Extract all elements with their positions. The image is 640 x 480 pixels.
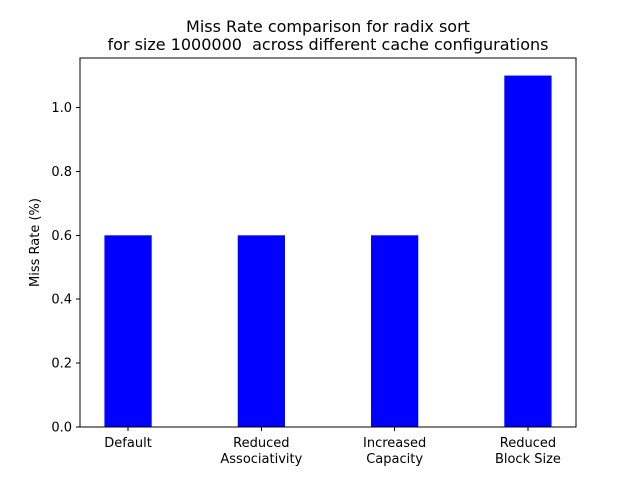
y-tick-label: 0.8 (51, 165, 72, 180)
x-tick-label: Reduced Associativity (220, 436, 302, 467)
y-tick-label: 0.2 (51, 357, 72, 372)
y-axis-label: Miss Rate (%) (28, 198, 43, 287)
y-tick-label: 0.4 (51, 293, 72, 308)
bar-2 (237, 235, 285, 427)
x-tick-label: Default (104, 436, 152, 451)
y-tick-label: 1.0 (51, 101, 72, 116)
axes-frame (79, 57, 577, 428)
bars-group (104, 75, 552, 428)
chart-title-line-2: for size 1000000 across different cache … (108, 35, 549, 54)
x-axis-ticks: Default Reduced Associativity Increased Capa… (104, 427, 561, 467)
bar-1 (104, 235, 152, 427)
y-tick-label: 0.0 (51, 421, 72, 436)
y-tick-label: 0.6 (51, 229, 72, 244)
bar-4 (504, 75, 552, 428)
x-tick-label: Increased Capacity (363, 436, 426, 467)
x-tick-label: Reduced Block Size (495, 436, 561, 467)
bar-3 (371, 235, 419, 427)
chart-title-line-1: Miss Rate comparison for radix sort (186, 17, 470, 36)
y-axis-ticks: 0.0 0.2 0.4 0.6 0.8 1.0 (51, 101, 80, 436)
